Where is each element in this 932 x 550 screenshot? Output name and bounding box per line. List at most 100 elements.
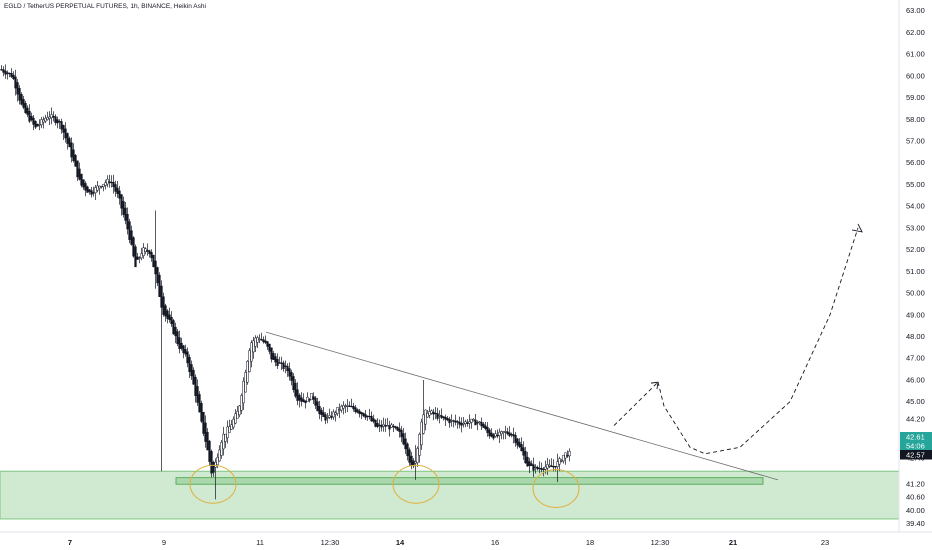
candle xyxy=(198,391,201,413)
candle xyxy=(480,417,483,431)
candle xyxy=(112,174,115,194)
candle xyxy=(450,414,453,427)
candle xyxy=(270,347,273,363)
time-tick-label: 14 xyxy=(396,538,405,547)
candle xyxy=(344,403,347,413)
inner-support-band[interactable] xyxy=(175,477,764,485)
candle xyxy=(262,336,265,344)
candle xyxy=(482,421,485,428)
candle xyxy=(434,407,437,420)
candle xyxy=(156,266,159,287)
candle xyxy=(114,180,117,197)
candle xyxy=(76,160,79,182)
candle xyxy=(346,399,349,413)
candle xyxy=(378,419,381,432)
time-tick-label: 23 xyxy=(821,538,829,547)
candle xyxy=(118,186,121,205)
candle xyxy=(382,417,385,432)
support-touch-circle[interactable] xyxy=(532,469,580,509)
candle xyxy=(192,367,195,385)
candle xyxy=(312,392,315,405)
candle xyxy=(290,369,293,386)
candle xyxy=(42,116,45,129)
candle xyxy=(128,218,131,244)
candle xyxy=(144,247,147,255)
candle xyxy=(84,181,87,197)
projection-first-leg[interactable] xyxy=(613,381,659,426)
descending-trendline[interactable] xyxy=(265,331,779,481)
price-tick-label: 56.00 xyxy=(906,158,925,167)
candle xyxy=(428,406,431,419)
candle xyxy=(424,409,427,431)
candle xyxy=(410,451,413,470)
candle xyxy=(422,379,425,435)
candle xyxy=(300,392,303,407)
price-tick-label: 58.00 xyxy=(906,115,925,124)
candle xyxy=(72,143,75,163)
candle xyxy=(490,428,493,438)
price-tick-label: 46.00 xyxy=(906,375,925,384)
candle xyxy=(286,363,289,377)
price-tick-label: 40.00 xyxy=(906,506,925,515)
candle xyxy=(446,416,449,422)
projection-arrowhead xyxy=(851,223,863,233)
candle xyxy=(6,70,9,80)
price-tick-label: 50.00 xyxy=(906,289,925,298)
candle xyxy=(160,280,163,472)
price-tick-label: 41.20 xyxy=(906,480,925,489)
candle xyxy=(364,410,367,420)
time-axis[interactable]: 7 9 11 12:30 14 16 18 12:30 21 23 xyxy=(68,538,829,547)
candle xyxy=(386,417,389,427)
candle xyxy=(138,256,141,264)
candle xyxy=(60,118,63,134)
candle xyxy=(152,254,155,268)
price-tag: 42.61 xyxy=(900,432,932,442)
candle xyxy=(436,407,439,421)
candle xyxy=(56,116,59,129)
candle xyxy=(506,427,509,436)
candle xyxy=(278,356,281,364)
candle xyxy=(350,398,353,408)
candle xyxy=(242,377,245,411)
candle xyxy=(324,412,327,425)
time-tick-label: 18 xyxy=(586,538,594,547)
support-touch-circle[interactable] xyxy=(189,464,237,504)
candle xyxy=(248,348,251,373)
candle xyxy=(74,154,77,167)
candle xyxy=(142,243,145,259)
candle xyxy=(0,65,3,71)
candle xyxy=(474,414,477,426)
time-tick-label: 12:30 xyxy=(651,538,670,547)
projection-curve[interactable] xyxy=(657,227,859,455)
candle xyxy=(366,415,369,421)
candle xyxy=(458,416,461,429)
candle xyxy=(476,420,479,431)
candle xyxy=(374,419,377,428)
candle xyxy=(12,71,15,81)
candle xyxy=(164,303,167,322)
candle xyxy=(276,353,279,370)
candle xyxy=(20,92,23,106)
candle xyxy=(130,225,133,246)
candle xyxy=(376,418,379,429)
candle xyxy=(478,421,481,426)
candle xyxy=(134,244,137,268)
candle xyxy=(110,175,113,188)
candle xyxy=(340,404,343,413)
candle xyxy=(136,252,139,260)
candle xyxy=(466,418,469,427)
candle xyxy=(392,423,395,433)
support-touch-circle[interactable] xyxy=(392,464,440,504)
candle xyxy=(518,438,521,449)
price-tick-label: 53.00 xyxy=(906,223,925,232)
candle xyxy=(522,441,525,460)
candle xyxy=(188,354,191,378)
candle xyxy=(390,422,393,428)
candle xyxy=(16,79,19,102)
candle xyxy=(398,422,401,438)
candle xyxy=(516,437,519,449)
candle xyxy=(220,439,223,459)
candle xyxy=(48,111,51,126)
candle xyxy=(464,419,467,428)
